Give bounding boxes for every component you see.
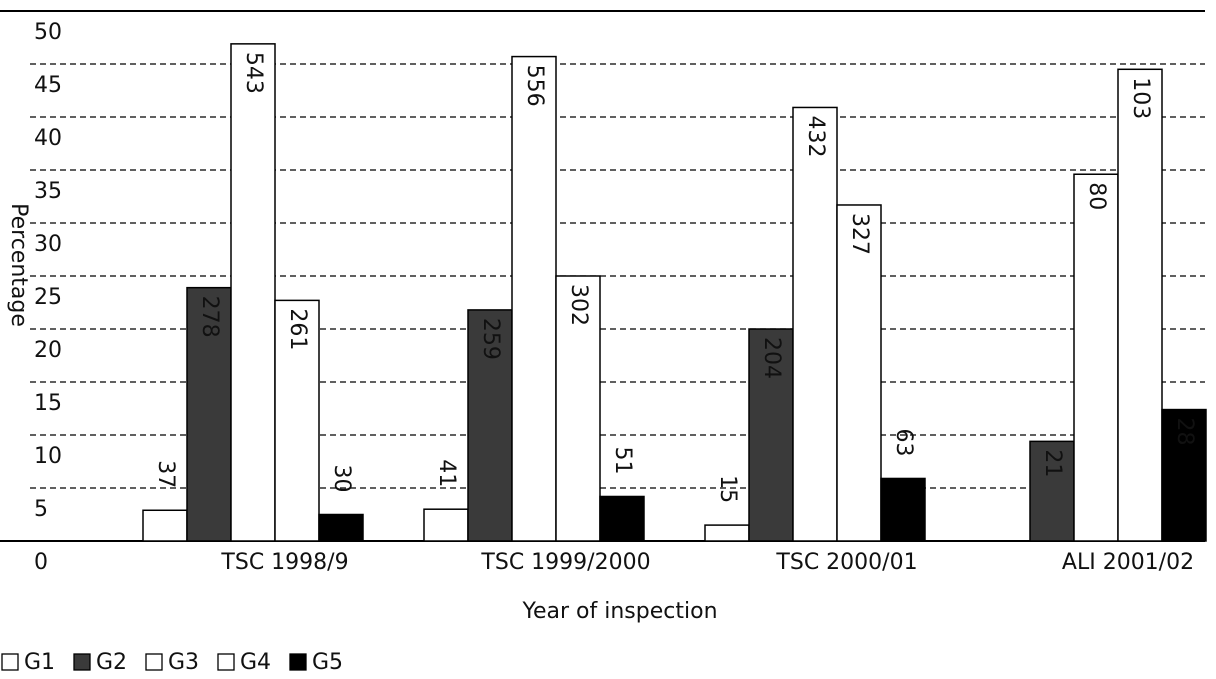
legend-label: G4: [240, 650, 271, 675]
bar: [274, 299, 320, 542]
bar: [423, 508, 469, 542]
legend-label: G3: [168, 650, 199, 675]
bar-count-label: 41: [434, 459, 459, 487]
bar-count-label: 432: [803, 115, 828, 157]
bar: [555, 275, 601, 542]
legend-swatch: [1, 653, 19, 671]
y-tick-label: 30: [34, 232, 62, 257]
legend-swatch: [73, 653, 91, 671]
bar: [511, 55, 557, 542]
y-tick-label: 20: [34, 338, 62, 363]
bar-count-label: 21: [1040, 449, 1065, 477]
bar: [599, 495, 645, 542]
bar: [880, 477, 926, 542]
y-axis-title: Percentage: [6, 203, 31, 327]
bar-count-label: 327: [847, 213, 872, 255]
y-tick-label: 25: [34, 285, 62, 310]
legend-label: G1: [24, 650, 55, 675]
bar-count-label: 51: [610, 446, 635, 474]
legend-label: G5: [312, 650, 343, 675]
x-tick-label: TSC 1999/2000: [480, 550, 650, 575]
bar-count-label: 261: [285, 308, 310, 350]
bar: [142, 509, 188, 542]
bar-count-label: 556: [522, 65, 547, 107]
legend-swatch: [145, 653, 163, 671]
bar: [748, 328, 794, 542]
legend-label: G2: [96, 650, 127, 675]
y-tick-label: 10: [34, 444, 62, 469]
bar-count-label: 543: [241, 52, 266, 94]
bar: [1073, 173, 1119, 542]
bar-count-label: 302: [566, 284, 591, 326]
bar: [792, 106, 838, 542]
bar-count-label: 28: [1172, 418, 1197, 446]
y-tick-label: 50: [34, 20, 62, 45]
x-tick-label: TSC 2000/01: [775, 550, 917, 575]
bar-count-label: 278: [197, 296, 222, 338]
bar: [318, 513, 364, 542]
bar: [186, 286, 232, 542]
bar: [704, 524, 750, 542]
bar: [230, 43, 276, 542]
x-axis-title: Year of inspection: [521, 599, 717, 624]
bar: [836, 204, 882, 542]
bar-count-label: 80: [1084, 182, 1109, 210]
legend-swatch: [217, 653, 235, 671]
bar: [1161, 408, 1207, 542]
x-tick-label: ALI 2001/02: [1062, 550, 1194, 575]
bar: [467, 309, 513, 542]
bar-count-label: 15: [715, 475, 740, 503]
bar: [1117, 68, 1163, 542]
bar-count-label: 63: [891, 428, 916, 456]
y-tick-label: 15: [34, 391, 62, 416]
legend-swatch: [289, 653, 307, 671]
bar-count-label: 204: [759, 337, 784, 379]
y-tick-label: 35: [34, 179, 62, 204]
bar-count-label: 30: [329, 465, 354, 493]
y-tick-label: 0: [34, 550, 48, 575]
bar-count-label: 37: [153, 460, 178, 488]
bar-count-label: 103: [1128, 77, 1153, 119]
x-tick-label: TSC 1998/9: [220, 550, 348, 575]
y-tick-label: 5: [34, 497, 48, 522]
y-tick-label: 40: [34, 126, 62, 151]
bar-count-label: 259: [478, 318, 503, 360]
y-tick-label: 45: [34, 73, 62, 98]
